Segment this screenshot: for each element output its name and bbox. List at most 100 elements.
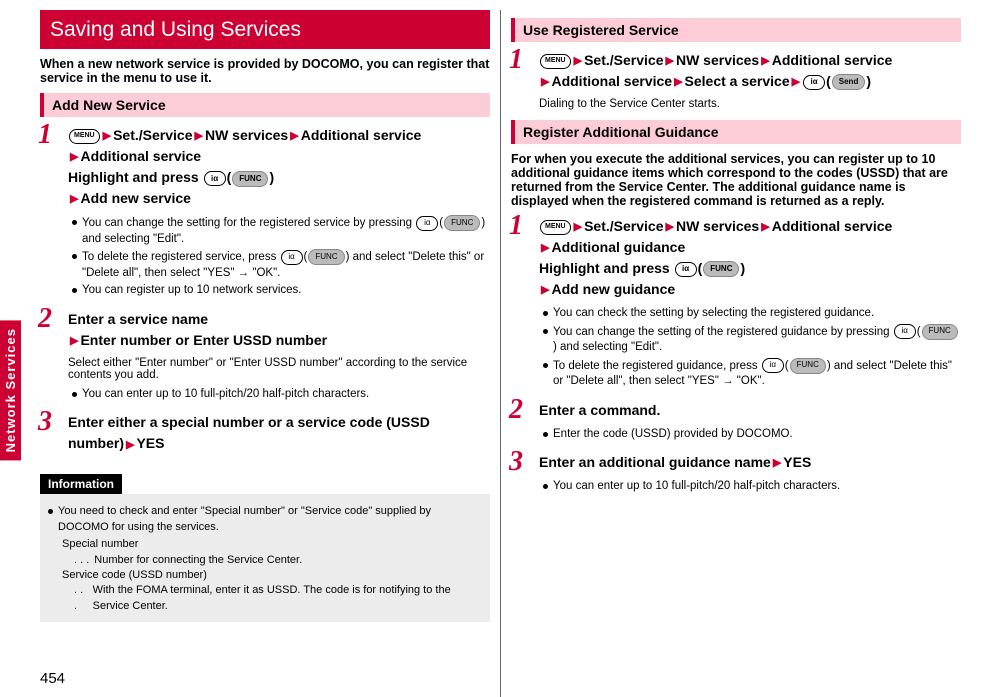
step: 1MENU▶Set./Service▶NW services▶Additiona… xyxy=(511,50,961,110)
step-text: Enter an additional guidance name xyxy=(539,454,771,470)
arrow-icon: ▶ xyxy=(665,221,673,233)
info-text: You need to check and enter "Special num… xyxy=(58,504,482,535)
alpha-icon: iα xyxy=(803,75,825,90)
arrow-icon: ▶ xyxy=(574,55,582,67)
bullet-dot xyxy=(72,254,77,259)
alpha-icon: iα xyxy=(204,171,226,186)
button-pill: FUNC xyxy=(703,261,739,277)
step-number: 3 xyxy=(38,408,52,436)
section-header: Register Additional Guidance xyxy=(511,120,961,144)
arrow-icon: ▶ xyxy=(103,130,111,142)
menu-icon: MENU xyxy=(540,54,571,69)
info-bullet: You need to check and enter "Special num… xyxy=(48,504,482,535)
arrow-icon: ▶ xyxy=(290,130,298,142)
bullet-note: You can enter up to 10 full-pitch/20 hal… xyxy=(68,387,490,403)
arrow-icon: ▶ xyxy=(665,55,673,67)
bullet-dot xyxy=(72,392,77,397)
note-text: You can check the setting by selecting t… xyxy=(553,306,874,322)
nav-segment: YES xyxy=(136,435,164,451)
note-text: Enter the code (USSD) provided by DOCOMO… xyxy=(553,427,793,443)
info-line: . . .Number for connecting the Service C… xyxy=(74,553,482,568)
step: 1MENU▶Set./Service▶NW services▶Additiona… xyxy=(511,216,961,390)
button-pill: FUNC xyxy=(232,171,268,187)
step-text: Enter either a special number or a servi… xyxy=(68,414,430,451)
info-line: Special number xyxy=(62,537,482,552)
bullet-note: You can change the setting of the regist… xyxy=(539,324,961,356)
step-text: Highlight and press xyxy=(68,169,203,185)
alpha-icon: iα xyxy=(894,324,916,339)
nav-segment: Additional guidance xyxy=(551,239,685,255)
bullet-note: To delete the registered guidance, press… xyxy=(539,358,961,390)
bullet-note: Enter the code (USSD) provided by DOCOMO… xyxy=(539,427,961,443)
nav-segment: NW services xyxy=(205,127,288,143)
bullet-note: You can check the setting by selecting t… xyxy=(539,306,961,322)
note-text: You can enter up to 10 full-pitch/20 hal… xyxy=(82,387,369,403)
nav-segment: Enter number or Enter USSD number xyxy=(80,332,327,348)
step-number: 2 xyxy=(38,305,52,333)
bullet-note: You can register up to 10 network servic… xyxy=(68,283,490,299)
bullet-dot xyxy=(72,220,77,225)
page-number: 454 xyxy=(40,670,65,687)
arrow-icon: ▶ xyxy=(761,55,769,67)
button-pill: Send xyxy=(832,74,866,90)
alpha-icon: iα xyxy=(762,358,784,373)
info-body: You need to check and enter "Special num… xyxy=(40,494,490,622)
arrow-icon: ▶ xyxy=(194,130,202,142)
step-number: 1 xyxy=(509,46,523,74)
nav-segment: Select a service xyxy=(685,73,790,89)
alpha-icon: iα xyxy=(675,262,697,277)
step-text: Enter a command. xyxy=(539,402,660,418)
arrow-icon: ▶ xyxy=(70,335,78,347)
step-main: Enter either a special number or a servi… xyxy=(68,412,490,454)
step-notes: You can check the setting by selecting t… xyxy=(539,306,961,390)
arrow-icon: ▶ xyxy=(541,284,549,296)
arrow-icon: ▶ xyxy=(126,439,134,451)
step-text: Highlight and press xyxy=(539,260,674,276)
side-tab: Network Services xyxy=(0,320,21,460)
bullet-dot xyxy=(72,288,77,293)
note-text: You can enter up to 10 full-pitch/20 hal… xyxy=(553,479,840,495)
content: Saving and Using ServicesWhen a new netw… xyxy=(0,0,1001,697)
arrow-icon: ▶ xyxy=(761,221,769,233)
arrow-icon: ▶ xyxy=(792,76,800,88)
note-plain: Dialing to the Service Center starts. xyxy=(539,98,961,110)
step: 2Enter a service name▶Enter number or En… xyxy=(40,309,490,403)
bullet-dot xyxy=(543,363,548,368)
nav-segment: NW services xyxy=(676,52,759,68)
nav-segment: Additional service xyxy=(772,218,893,234)
module-header: Saving and Using Services xyxy=(40,10,490,49)
arrow-icon: ▶ xyxy=(70,151,78,163)
section-header: Use Registered Service xyxy=(511,18,961,42)
step: 3Enter either a special number or a serv… xyxy=(40,412,490,454)
step-number: 1 xyxy=(38,121,52,149)
arrow-icon: ▶ xyxy=(773,457,781,469)
step-main: Enter a service name▶Enter number or Ent… xyxy=(68,309,490,351)
note-text: To delete the registered service, press … xyxy=(82,249,490,281)
nav-segment: Additional service xyxy=(80,148,201,164)
note-text: You can register up to 10 network servic… xyxy=(82,283,301,299)
arrow-icon: ▶ xyxy=(70,193,78,205)
step-number: 1 xyxy=(509,212,523,240)
arrow-icon: ▶ xyxy=(541,76,549,88)
step: 1MENU▶Set./Service▶NW services▶Additiona… xyxy=(40,125,490,299)
menu-icon: MENU xyxy=(540,220,571,235)
step-notes: You can change the setting for the regis… xyxy=(68,215,490,299)
right-column: Use Registered Service 1MENU▶Set./Service… xyxy=(501,10,971,697)
bullet-dot xyxy=(543,311,548,316)
step: 3Enter an additional guidance name▶YESYo… xyxy=(511,452,961,495)
arrow-icon: ▶ xyxy=(541,242,549,254)
nav-segment: Set./Service xyxy=(113,127,192,143)
page: Network Services Saving and Using Servic… xyxy=(0,0,1001,697)
note-text: You can change the setting of the regist… xyxy=(553,324,961,356)
step-main: Enter a command. xyxy=(539,400,961,421)
nav-segment: Add new service xyxy=(80,190,191,206)
info-line: Service code (USSD number) xyxy=(62,568,482,583)
nav-segment: NW services xyxy=(676,218,759,234)
nav-segment: Add new guidance xyxy=(551,281,675,297)
arrow-icon: ▶ xyxy=(574,221,582,233)
bullet-dot xyxy=(543,432,548,437)
section-header: Add New Service xyxy=(40,93,490,117)
info-block: InformationYou need to check and enter "… xyxy=(40,464,490,622)
bullet-note: You can change the setting for the regis… xyxy=(68,215,490,247)
section-intro: For when you execute the additional serv… xyxy=(511,152,961,208)
